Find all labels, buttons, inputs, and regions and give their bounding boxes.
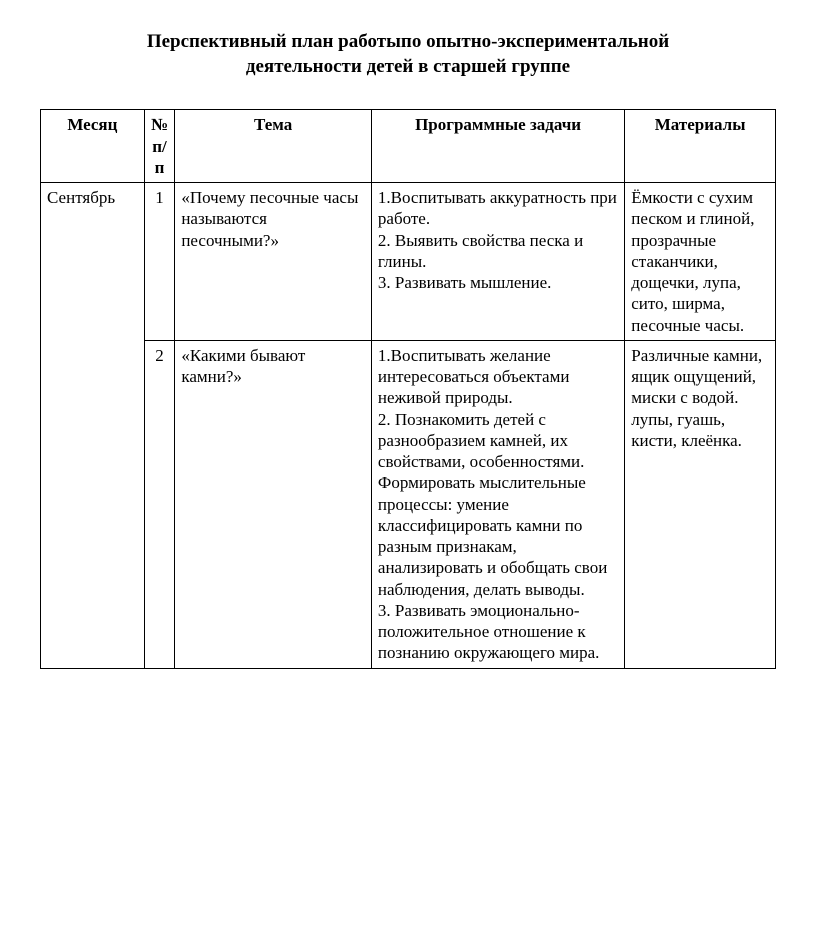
- table-row: Сентябрь 1 «Почему песочные часы называю…: [41, 183, 776, 341]
- cell-tasks: 1.Воспитывать аккуратность при работе. 2…: [371, 183, 624, 341]
- cell-num: 2: [144, 340, 175, 668]
- cell-month: Сентябрь: [41, 183, 145, 669]
- title-line-1: Перспективный план работыпо опытно-экспе…: [147, 31, 669, 52]
- header-month: Месяц: [41, 110, 145, 183]
- header-tasks: Программные задачи: [371, 110, 624, 183]
- cell-num: 1: [144, 183, 175, 341]
- cell-topic: «Какими бывают камни?»: [175, 340, 372, 668]
- cell-materials: Различные камни, ящик ощущений, миски с …: [625, 340, 776, 668]
- table-row: 2 «Какими бывают камни?» 1.Воспитывать ж…: [41, 340, 776, 668]
- header-num: № п/п: [144, 110, 175, 183]
- cell-topic: «Почему песочные часы называются песочны…: [175, 183, 372, 341]
- page-title: Перспективный план работыпо опытно-экспе…: [40, 30, 776, 79]
- title-line-2: деятельности детей в старшей группе: [246, 56, 570, 77]
- plan-table: Месяц № п/п Тема Программные задачи Мате…: [40, 109, 776, 668]
- cell-materials: Ёмкости с сухим песком и глиной, прозрач…: [625, 183, 776, 341]
- header-topic: Тема: [175, 110, 372, 183]
- table-header-row: Месяц № п/п Тема Программные задачи Мате…: [41, 110, 776, 183]
- cell-tasks: 1.Воспитывать желание интересоваться объ…: [371, 340, 624, 668]
- header-materials: Материалы: [625, 110, 776, 183]
